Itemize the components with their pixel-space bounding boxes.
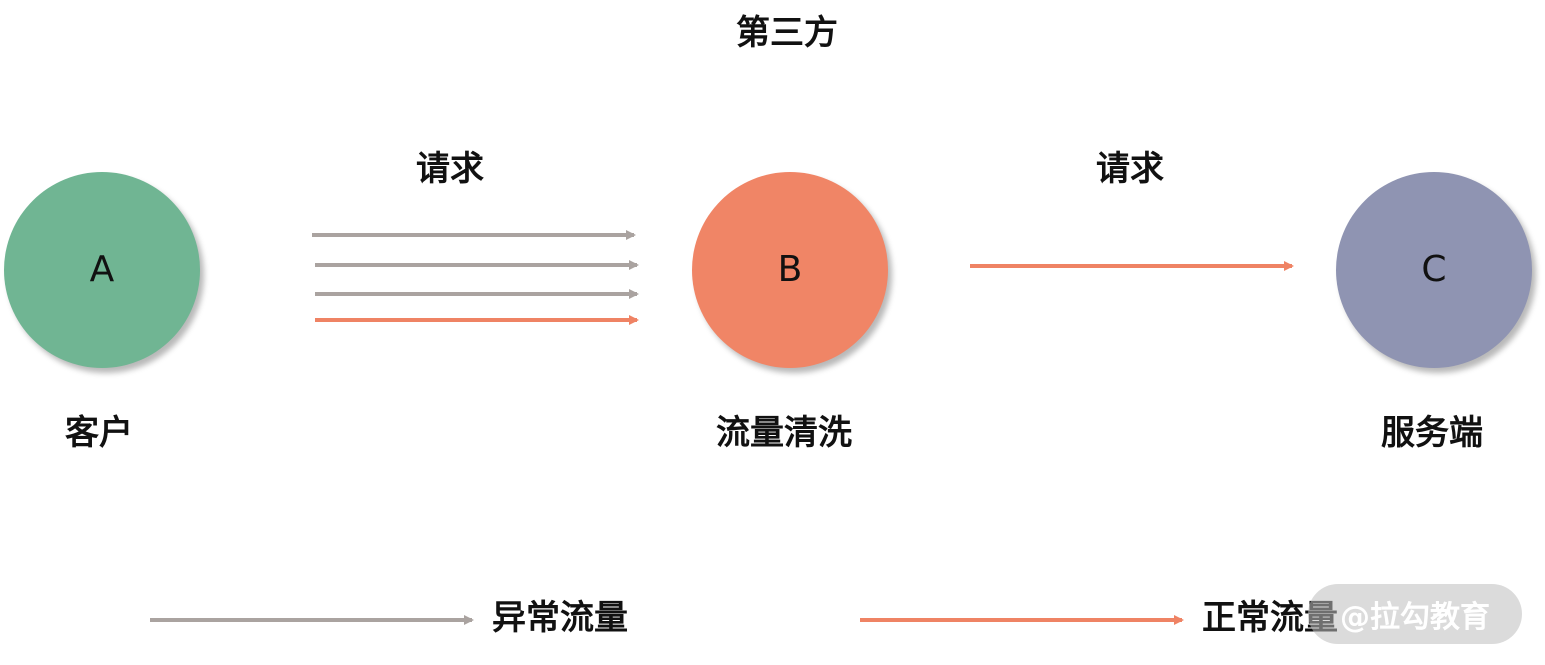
node-c-letter: C [1421,249,1447,290]
edge-label-b-to-c: 请求 [1096,149,1164,189]
watermark-badge: @拉勾教育 [1308,584,1522,644]
node-b-letter: B [777,249,803,290]
edge-label-a-to-b: 请求 [416,149,484,189]
node-c: C [1336,172,1532,368]
watermark-text: @拉勾教育 [1340,600,1490,635]
node-a-caption: 客户 [65,413,133,453]
node-b: B [692,172,888,368]
node-b-caption: 流量清洗 [716,413,852,453]
node-a-letter: A [89,249,115,290]
legend-abnormal-label: 异常流量 [492,598,628,638]
node-c-caption: 服务端 [1381,413,1483,453]
node-a: A [4,172,200,368]
diagram-title: 第三方 [736,13,838,53]
